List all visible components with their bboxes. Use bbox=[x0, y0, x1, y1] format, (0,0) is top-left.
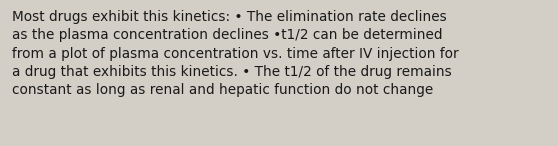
Text: Most drugs exhibit this kinetics: • The elimination rate declines
as the plasma : Most drugs exhibit this kinetics: • The … bbox=[12, 10, 459, 97]
